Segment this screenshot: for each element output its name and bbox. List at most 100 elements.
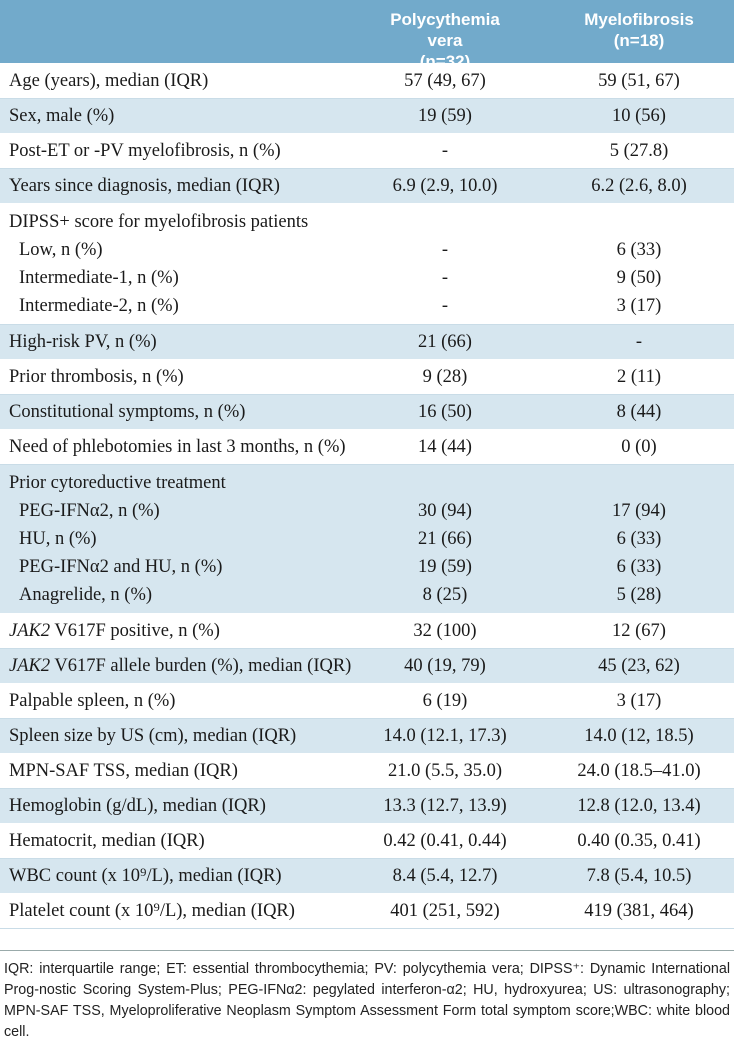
table-row: WBC count (x 10⁹/L), median (IQR) 8.4 (5.… [0, 859, 734, 894]
row-label: High-risk PV, n (%) [0, 325, 382, 360]
mf-value: 0 (0) [621, 437, 657, 457]
sub-label: Intermediate-1, n (%) [19, 268, 179, 288]
row-label: Platelet count (x 10⁹/L), median (IQR) [0, 894, 382, 929]
sub-label: Intermediate-2, n (%) [19, 296, 179, 316]
spacer [508, 99, 544, 134]
mf-value: 24.0 (18.5–41.0) [577, 761, 701, 781]
table-row: Platelet count (x 10⁹/L), median (IQR) 40… [0, 894, 734, 929]
label-text: Hemoglobin (g/dL), median (IQR) [9, 796, 266, 816]
label-text: High-risk PV, n (%) [9, 332, 157, 352]
pv-value: - [441, 296, 449, 316]
mf-value: 0.40 (0.35, 0.41) [577, 831, 701, 851]
mf-value: 59 (51, 67) [598, 71, 680, 91]
header-row: Polycythemia vera (n=32) Myelofibrosis (n=… [0, 0, 734, 71]
mf-value: 17 (94) [612, 501, 666, 521]
table-row: High-risk PV, n (%) 21 (66) - [0, 325, 734, 360]
gene-name: JAK2 [9, 621, 51, 641]
pv-value: 30 (94) [418, 501, 472, 521]
mf-value: 419 (381, 464) [584, 901, 694, 921]
pv-value: 19 (59) [418, 106, 472, 126]
footnote: IQR: interquartile range; ET: essential … [0, 950, 734, 1043]
row-label: Age (years), median (IQR) [0, 64, 382, 99]
row-label: Palpable spleen, n (%) [0, 684, 382, 719]
row-label: Need of phlebotomies in last 3 months, n… [0, 430, 382, 465]
mf-value: 6 (33) [616, 240, 662, 260]
row-label: Prior thrombosis, n (%) [0, 360, 382, 395]
row-label: Hemoglobin (g/dL), median (IQR) [0, 789, 382, 824]
row-label: DIPSS+ score for myelofibrosis patients [9, 212, 309, 232]
label-text: Years since diagnosis, median (IQR) [9, 176, 280, 196]
pv-value: 14.0 (12.1, 17.3) [383, 726, 507, 746]
label-text: Platelet count (x 10⁹/L), median (IQR) [9, 901, 295, 921]
row-label: Sex, male (%) [0, 99, 382, 134]
table-row: Hematocrit, median (IQR) 0.42 (0.41, 0.44… [0, 824, 734, 859]
mf-value: 3 (17) [616, 691, 662, 711]
pv-value: 13.3 (12.7, 13.9) [383, 796, 507, 816]
pv-value: 40 (19, 79) [404, 656, 486, 676]
spacer [382, 208, 508, 236]
spacer [508, 553, 544, 581]
sub-label: Anagrelide, n (%) [19, 585, 153, 605]
pv-value: 19 (59) [418, 557, 472, 577]
pv-value: 57 (49, 67) [404, 71, 486, 91]
spacer [508, 134, 544, 169]
mf-value: 5 (28) [616, 585, 662, 605]
spacer [508, 169, 544, 204]
mf-value: - [635, 332, 643, 352]
table-row: Hemoglobin (g/dL), median (IQR) 13.3 (12.… [0, 789, 734, 824]
label-text: Prior thrombosis, n (%) [9, 367, 184, 387]
spacer [508, 859, 544, 894]
table-row: DIPSS+ score for myelofibrosis patients L… [0, 204, 734, 325]
table-row: Spleen size by US (cm), median (IQR) 14.0… [0, 719, 734, 754]
row-label: Years since diagnosis, median (IQR) [0, 169, 382, 204]
label-text: WBC count (x 10⁹/L), median (IQR) [9, 866, 282, 886]
label-text: Spleen size by US (cm), median (IQR) [9, 726, 297, 746]
table-row: Prior cytoreductive treatment PEG-IFNα2, … [0, 465, 734, 614]
mf-value: 3 (17) [616, 296, 662, 316]
spacer [508, 789, 544, 824]
sub-label: PEG-IFNα2 and HU, n (%) [19, 557, 223, 577]
row-label: MPN-SAF TSS, median (IQR) [0, 754, 382, 789]
mf-value: 45 (23, 62) [598, 656, 680, 676]
column-n: (n=32) [419, 52, 471, 71]
mf-value: 10 (56) [612, 106, 666, 126]
mf-value: 6.2 (2.6, 8.0) [591, 176, 687, 196]
spacer [508, 208, 544, 236]
label-text: V617F positive, n (%) [54, 621, 220, 641]
label-text: Need of phlebotomies in last 3 months, n… [9, 437, 346, 457]
row-label: Prior cytoreductive treatment [9, 473, 226, 493]
row-label: Spleen size by US (cm), median (IQR) [0, 719, 382, 754]
label-text: Palpable spleen, n (%) [9, 691, 176, 711]
pv-value: 8.4 (5.4, 12.7) [392, 866, 498, 886]
row-label: WBC count (x 10⁹/L), median (IQR) [0, 859, 382, 894]
table-row: Need of phlebotomies in last 3 months, n… [0, 430, 734, 465]
row-label: Constitutional symptoms, n (%) [0, 395, 382, 430]
pv-value: 21 (66) [418, 332, 472, 352]
row-label: JAK2 V617F allele burden (%), median (IQ… [0, 649, 382, 684]
table-row: Post-ET or -PV myelofibrosis, n (%) - 5 (2… [0, 134, 734, 169]
table-row: Age (years), median (IQR) 57 (49, 67) 59 (… [0, 64, 734, 99]
table-row: JAK2 V617F allele burden (%), median (IQ… [0, 649, 734, 684]
spacer [508, 719, 544, 754]
pv-value: - [441, 141, 449, 161]
spacer [508, 430, 544, 465]
mf-value: 14.0 (12, 18.5) [584, 726, 694, 746]
mf-value: 2 (11) [616, 367, 661, 387]
row-label: Hematocrit, median (IQR) [0, 824, 382, 859]
table-row: Palpable spleen, n (%) 6 (19) 3 (17) [0, 684, 734, 719]
mf-value: 8 (44) [616, 402, 662, 422]
spacer [508, 469, 544, 497]
spacer [508, 236, 544, 264]
pv-value: - [441, 240, 449, 260]
column-n: (n=18) [613, 31, 665, 50]
pv-value: 16 (50) [418, 402, 472, 422]
spacer [508, 684, 544, 719]
mf-value: 7.8 (5.4, 10.5) [586, 866, 692, 886]
pv-value: 32 (100) [413, 621, 477, 641]
label-text: Hematocrit, median (IQR) [9, 831, 205, 851]
mf-value: 12.8 (12.0, 13.4) [577, 796, 701, 816]
spacer [508, 824, 544, 859]
pv-value: - [441, 268, 449, 288]
pv-value: 9 (28) [422, 367, 468, 387]
